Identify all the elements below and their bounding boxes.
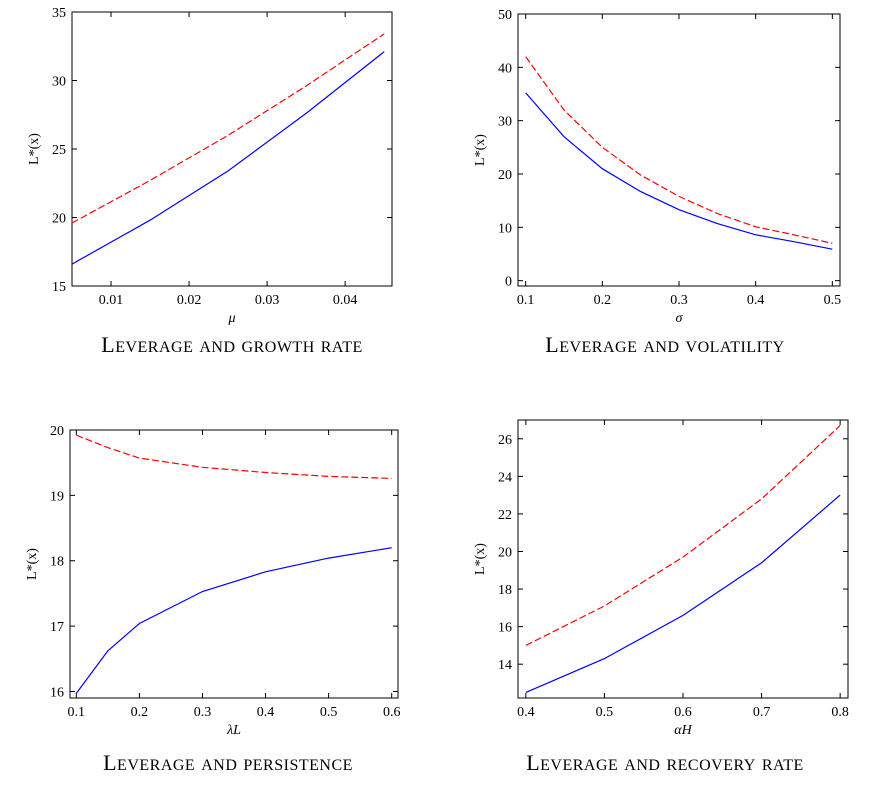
plot-frame — [71, 11, 393, 287]
x-tick-label: 0.02 — [177, 293, 202, 308]
series-line-dashed-red — [525, 56, 833, 244]
chart-panel-4: 0.4 0.5 0.6 0.7 0.8 14 16 18 20 22 24 26 αH L*(x) LEVE… — [473, 419, 849, 775]
plot-frame — [517, 13, 841, 287]
y-tick-label: 18 — [498, 583, 512, 598]
x-tick-label: 0.3 — [194, 705, 212, 720]
x-tick-label: 0.6 — [674, 705, 692, 720]
chart-caption: LEVERAGE AND VOLATILITY — [545, 332, 784, 357]
x-tick-label: 0.2 — [131, 705, 149, 720]
x-tick-label: 0.8 — [831, 705, 849, 720]
x-axis-label: αH — [674, 723, 692, 738]
series-line-solid-blue — [525, 494, 841, 693]
series-line-dashed-red — [525, 425, 841, 646]
y-tick-label: 26 — [498, 433, 512, 448]
plot-frame — [69, 429, 399, 699]
y-tick-label: 17 — [50, 620, 64, 635]
x-tick-label: 0.5 — [596, 705, 614, 720]
x-tick-label: 0.1 — [517, 293, 535, 308]
y-tick-label: 16 — [498, 621, 512, 636]
series-line-dashed-red — [76, 434, 392, 479]
y-axis-label: L*(x) — [473, 543, 488, 575]
y-tick-label: 30 — [498, 115, 512, 130]
y-tick-label: 50 — [498, 8, 512, 23]
series-line-solid-blue — [71, 51, 385, 265]
y-tick-label: 25 — [52, 143, 66, 158]
x-tick-label: 0.01 — [99, 293, 124, 308]
x-tick-label: 0.03 — [255, 293, 280, 308]
x-tick-label: 0.2 — [594, 293, 612, 308]
y-tick-label: 20 — [498, 168, 512, 183]
plot-frame — [517, 419, 849, 699]
y-tick-label: 24 — [498, 470, 512, 485]
y-tick-label: 19 — [50, 489, 64, 504]
x-tick-label: 0.5 — [824, 293, 842, 308]
y-tick-label: 16 — [50, 685, 64, 700]
chart-caption: LEVERAGE AND GROWTH RATE — [101, 332, 363, 357]
chart-panel-3: 0.1 0.2 0.3 0.4 0.5 0.6 16 17 18 19 20 λL L*(x) LEVER… — [25, 424, 400, 775]
x-axis-label: σ — [676, 311, 684, 326]
series-line-solid-blue — [75, 547, 392, 694]
series-line-solid-blue — [525, 92, 833, 250]
x-tick-label: 0.4 — [747, 293, 765, 308]
x-tick-label: 0.5 — [320, 705, 338, 720]
y-tick-label: 10 — [498, 221, 512, 236]
y-tick-label: 20 — [498, 545, 512, 560]
x-tick-label: 0.4 — [257, 705, 275, 720]
series-line-dashed-red — [71, 33, 385, 224]
y-tick-label: 20 — [50, 424, 64, 439]
x-tick-label: 0.6 — [383, 705, 401, 720]
x-axis-label: μ — [227, 311, 235, 326]
chart-caption: LEVERAGE AND RECOVERY RATE — [526, 750, 804, 775]
y-tick-label: 22 — [498, 508, 512, 523]
chart-panel-1: 0.01 0.02 0.03 0.04 15 20 25 30 35 μ L*(x) LEVERAGE… — [27, 6, 393, 357]
y-tick-label: 35 — [52, 6, 66, 21]
x-tick-label: 0.3 — [670, 293, 688, 308]
x-tick-label: 0.7 — [753, 705, 771, 720]
y-tick-label: 20 — [52, 212, 66, 227]
y-axis-label: L*(x) — [27, 133, 42, 165]
chart-panel-2: 0.1 0.2 0.3 0.4 0.5 0 10 20 30 40 50 σ L*(x) LEVERAGE… — [473, 8, 841, 357]
x-tick-label: 0.4 — [517, 705, 535, 720]
y-axis-label: L*(x) — [25, 548, 40, 580]
y-tick-label: 30 — [52, 75, 66, 90]
y-tick-label: 40 — [498, 61, 512, 76]
chart-caption: LEVERAGE AND PERSISTENCE — [103, 750, 353, 775]
y-tick-label: 0 — [505, 275, 512, 290]
x-axis-label: λL — [226, 723, 241, 738]
y-axis-label: L*(x) — [473, 134, 488, 166]
y-tick-label: 14 — [498, 658, 512, 673]
y-tick-label: 18 — [50, 555, 64, 570]
y-tick-label: 15 — [52, 280, 66, 295]
x-tick-label: 0.04 — [333, 293, 358, 308]
x-tick-label: 0.1 — [68, 705, 86, 720]
